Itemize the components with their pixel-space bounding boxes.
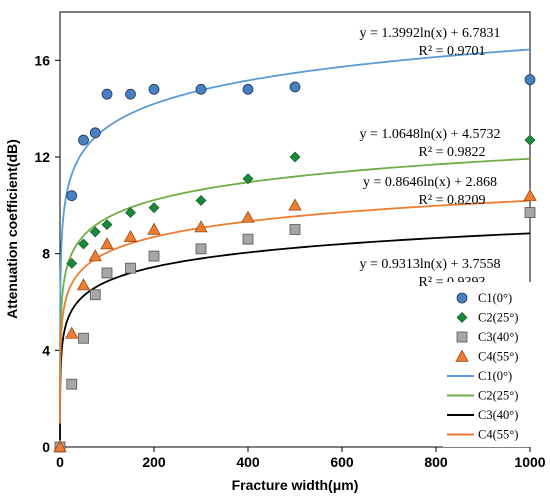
data-point-series-3 (148, 250, 160, 262)
data-point-series-1 (195, 83, 207, 95)
x-tick-label: 0 (56, 454, 64, 470)
fit-equation-4: y = 0.9313ln(x) + 3.7558 (359, 257, 500, 272)
fit-equations: y = 1.3992ln(x) + 6.7831 R² = 0.9701 y = 1… (359, 26, 500, 290)
data-point-series-3 (89, 289, 101, 301)
fit-r2-3: R² = 0.8209 (419, 193, 486, 208)
y-tick-label: 8 (42, 246, 50, 262)
x-tick-label: 600 (330, 454, 354, 470)
axis-ticks: 0 200 400 600 800 1000 0 4 8 12 16 (34, 52, 545, 470)
data-point-series-4 (288, 198, 302, 211)
legend-label-3: C3(40°) (478, 330, 518, 344)
legend-marker-3 (456, 331, 468, 343)
data-point-series-4 (123, 229, 138, 242)
fit-r2-2: R² = 0.9822 (419, 145, 486, 160)
data-points (53, 74, 537, 453)
y-tick-label: 12 (34, 149, 50, 165)
data-point-series-1 (148, 83, 160, 95)
fit-equation-1: y = 1.3992ln(x) + 6.7831 (359, 26, 500, 41)
data-point-series-2 (89, 226, 101, 238)
x-tick-label: 1000 (514, 454, 545, 470)
data-point-series-1 (125, 88, 136, 100)
legend-line-label-2: C2(25°) (478, 389, 518, 403)
data-point-series-2 (289, 151, 301, 163)
data-point-series-1 (242, 83, 254, 95)
x-tick-label: 400 (236, 454, 260, 470)
y-tick-label: 16 (34, 52, 50, 68)
fit-equation-3: y = 0.8646ln(x) + 2.868 (363, 175, 497, 190)
data-point-series-2 (125, 207, 136, 219)
data-point-series-2 (78, 238, 89, 250)
x-tick-label: 800 (424, 454, 448, 470)
data-point-series-1 (289, 81, 301, 93)
y-tick-label: 4 (42, 342, 50, 358)
legend-line-label-1: C1(0°) (478, 369, 512, 383)
data-point-series-4 (53, 440, 67, 453)
data-point-series-4 (194, 220, 208, 233)
fit-equation-2: y = 1.0648ln(x) + 4.5732 (359, 127, 500, 142)
data-point-series-3 (289, 224, 301, 235)
data-point-series-4 (88, 249, 102, 262)
fit-lines (59, 48, 531, 441)
data-point-series-4 (76, 278, 91, 291)
data-point-series-2 (242, 173, 254, 185)
data-point-series-2 (524, 134, 536, 146)
legend-label-2: C2(25°) (478, 311, 518, 325)
legend-label-1: C1(0°) (478, 291, 512, 305)
data-point-series-4 (241, 210, 255, 223)
data-point-series-4 (523, 188, 537, 201)
data-point-series-3 (66, 378, 78, 390)
legend-box (443, 282, 550, 447)
data-point-series-1 (101, 88, 113, 100)
data-point-series-3 (524, 207, 536, 218)
y-tick-label: 0 (42, 439, 50, 455)
data-point-series-1 (66, 190, 78, 202)
legend-marker-4 (455, 349, 469, 362)
data-point-series-3 (78, 332, 89, 344)
data-point-series-2 (101, 219, 113, 231)
fit-line-4 (59, 199, 531, 424)
data-point-series-4 (65, 326, 79, 339)
data-point-series-1 (524, 74, 536, 86)
data-point-series-3 (125, 262, 136, 274)
data-point-series-2 (195, 195, 207, 206)
legend-marker-1 (456, 292, 468, 304)
data-point-series-3 (242, 233, 254, 245)
data-point-series-1 (89, 127, 101, 139)
legend-label-4: C4(55°) (478, 350, 518, 364)
x-axis-title: Fracture width(μm) (232, 477, 359, 493)
data-point-series-3 (101, 267, 113, 279)
legend: C1(0°) C2(25°) C3(40°) C4(55°) C1(0°) C2(25°)… (443, 282, 550, 447)
legend-line-label-4: C4(55°) (478, 428, 518, 442)
data-point-series-4 (147, 222, 161, 235)
legend-marker-2 (456, 312, 468, 323)
data-point-series-4 (100, 237, 114, 250)
data-point-series-1 (78, 134, 89, 146)
data-point-series-2 (148, 202, 160, 214)
data-point-series-3 (195, 243, 207, 255)
data-point-series-2 (66, 257, 78, 269)
legend-line-label-3: C3(40°) (478, 408, 518, 422)
y-axis-title: Attenuation coefficient(dB) (4, 139, 20, 319)
fit-r2-1: R² = 0.9701 (419, 44, 486, 59)
x-tick-label: 200 (142, 454, 166, 470)
